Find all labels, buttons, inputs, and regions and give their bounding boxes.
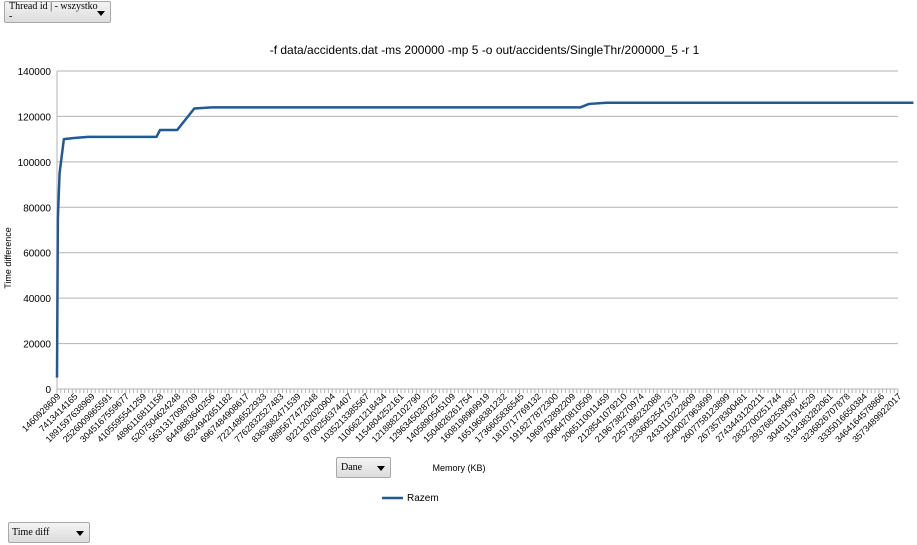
data-field-dropdown[interactable]: Dane — [336, 457, 391, 478]
y-tick-label: 80000 — [23, 203, 51, 214]
thread-id-filter-label: Thread id | - wszystko - — [9, 1, 98, 22]
y-tick-label: 0 — [45, 385, 51, 396]
data-field-label: Dane — [341, 462, 363, 473]
dropdown-arrow-icon[interactable] — [97, 11, 105, 16]
y-tick-label: 100000 — [18, 158, 52, 169]
series-field-label: Time diff — [12, 527, 50, 538]
y-tick-label: 140000 — [18, 67, 52, 78]
y-tick-label: 120000 — [18, 112, 52, 123]
y-tick-label: 60000 — [23, 249, 51, 260]
chart-title: -f data/accidents.dat -ms 200000 -mp 5 -… — [270, 43, 700, 57]
y-tick-label: 40000 — [23, 294, 51, 305]
dropdown-arrow-icon[interactable] — [377, 466, 385, 471]
legend-label: Razem — [407, 493, 439, 504]
thread-id-filter-dropdown[interactable]: Thread id | - wszystko - — [4, 1, 111, 23]
y-axis-label: Time difference — [3, 227, 13, 289]
y-tick-label: 20000 — [23, 340, 51, 351]
series-field-dropdown[interactable]: Time diff — [8, 522, 90, 543]
dropdown-arrow-icon[interactable] — [76, 531, 84, 536]
x-axis-label: Memory (KB) — [432, 463, 485, 473]
series-line-razem — [55, 101, 914, 378]
